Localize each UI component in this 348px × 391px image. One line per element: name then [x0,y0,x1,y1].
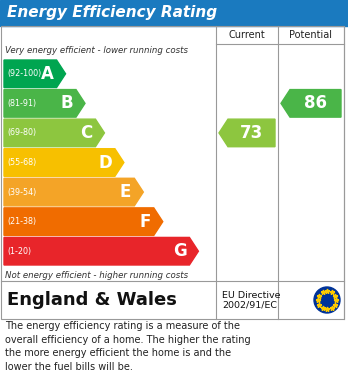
Text: EU Directive: EU Directive [222,292,280,301]
Text: The energy efficiency rating is a measure of the
overall efficiency of a home. T: The energy efficiency rating is a measur… [5,321,251,372]
Text: Not energy efficient - higher running costs: Not energy efficient - higher running co… [5,271,188,280]
Text: (81-91): (81-91) [7,99,36,108]
Text: G: G [173,242,187,260]
Polygon shape [4,149,124,176]
Text: (21-38): (21-38) [7,217,36,226]
Polygon shape [4,119,104,147]
Bar [1,26,344,319]
Polygon shape [4,60,65,88]
Circle shape [314,287,340,313]
Text: A: A [41,65,54,83]
Bar [0,0,348,26]
Polygon shape [281,90,341,117]
Text: F: F [140,213,151,231]
Polygon shape [4,178,143,206]
Text: (55-68): (55-68) [7,158,36,167]
Text: (39-54): (39-54) [7,188,36,197]
Text: Energy Efficiency Rating: Energy Efficiency Rating [7,5,217,20]
Text: D: D [98,154,112,172]
Text: (69-80): (69-80) [7,128,36,137]
Polygon shape [219,119,275,147]
Polygon shape [4,90,85,117]
Text: 73: 73 [240,124,263,142]
Text: Very energy efficient - lower running costs: Very energy efficient - lower running co… [5,46,188,55]
Text: E: E [120,183,131,201]
Text: (92-100): (92-100) [7,69,41,78]
Text: C: C [80,124,93,142]
Text: (1-20): (1-20) [7,247,31,256]
Polygon shape [4,208,163,235]
Text: 86: 86 [304,94,327,112]
Text: Potential: Potential [290,30,332,40]
Text: B: B [60,94,73,112]
Text: 2002/91/EC: 2002/91/EC [222,301,277,310]
Text: Current: Current [229,30,266,40]
Polygon shape [4,237,198,265]
Text: England & Wales: England & Wales [7,291,177,309]
